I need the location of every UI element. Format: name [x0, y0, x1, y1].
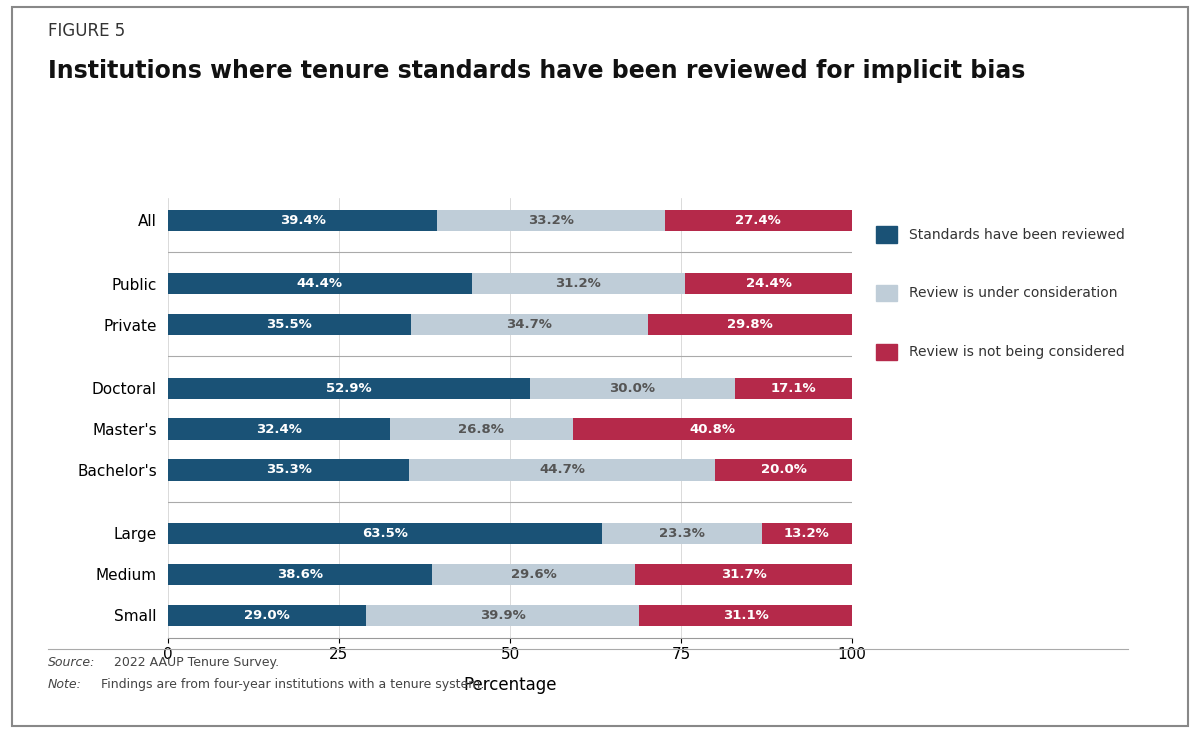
Text: 29.8%: 29.8%: [727, 318, 773, 331]
Bar: [366, 605, 640, 626]
Text: 2022 AAUP Tenure Survey.: 2022 AAUP Tenure Survey.: [114, 656, 280, 669]
Text: 13.2%: 13.2%: [784, 527, 829, 540]
Text: 30.0%: 30.0%: [610, 382, 655, 394]
Bar: [572, 419, 852, 440]
Bar: [472, 273, 685, 295]
Bar: [715, 460, 852, 481]
Bar: [168, 523, 602, 544]
Text: 44.7%: 44.7%: [539, 463, 586, 476]
Text: 26.8%: 26.8%: [458, 422, 504, 435]
Text: Note:: Note:: [48, 678, 82, 691]
Text: 17.1%: 17.1%: [770, 382, 816, 394]
Text: 34.7%: 34.7%: [506, 318, 552, 331]
Text: 27.4%: 27.4%: [736, 214, 781, 227]
Text: 23.3%: 23.3%: [659, 527, 704, 540]
Text: 33.2%: 33.2%: [528, 214, 574, 227]
Text: Review is under consideration: Review is under consideration: [910, 286, 1117, 301]
Bar: [390, 419, 572, 440]
Text: Review is not being considered: Review is not being considered: [910, 345, 1124, 359]
Text: 29.6%: 29.6%: [511, 568, 557, 581]
Bar: [635, 564, 852, 585]
Bar: [168, 564, 432, 585]
Text: 39.4%: 39.4%: [280, 214, 325, 227]
Text: 20.0%: 20.0%: [761, 463, 806, 476]
Bar: [410, 314, 648, 336]
Bar: [530, 377, 736, 399]
X-axis label: Percentage: Percentage: [463, 677, 557, 694]
Bar: [648, 314, 852, 336]
Text: 63.5%: 63.5%: [362, 527, 408, 540]
Text: 38.6%: 38.6%: [277, 568, 323, 581]
Text: 35.5%: 35.5%: [266, 318, 312, 331]
Text: 31.7%: 31.7%: [721, 568, 767, 581]
Text: 44.4%: 44.4%: [296, 277, 343, 290]
Bar: [168, 210, 438, 231]
Bar: [640, 605, 852, 626]
Bar: [736, 377, 852, 399]
Bar: [665, 210, 852, 231]
Text: FIGURE 5: FIGURE 5: [48, 22, 125, 40]
Bar: [168, 419, 390, 440]
Text: 31.1%: 31.1%: [722, 608, 768, 622]
Bar: [168, 460, 409, 481]
Bar: [432, 564, 635, 585]
Text: 40.8%: 40.8%: [690, 422, 736, 435]
Text: 29.0%: 29.0%: [245, 608, 290, 622]
Bar: [168, 314, 410, 336]
Text: 35.3%: 35.3%: [265, 463, 312, 476]
Text: Standards have been reviewed: Standards have been reviewed: [910, 227, 1124, 242]
Bar: [602, 523, 762, 544]
Text: 52.9%: 52.9%: [326, 382, 372, 394]
Bar: [168, 377, 530, 399]
Text: 31.2%: 31.2%: [556, 277, 601, 290]
Bar: [762, 523, 852, 544]
Text: 39.9%: 39.9%: [480, 608, 526, 622]
Bar: [409, 460, 715, 481]
Text: 32.4%: 32.4%: [256, 422, 301, 435]
Text: Institutions where tenure standards have been reviewed for implicit bias: Institutions where tenure standards have…: [48, 59, 1025, 83]
Bar: [438, 210, 665, 231]
Text: Findings are from four-year institutions with a tenure system.: Findings are from four-year institutions…: [101, 678, 484, 691]
Text: Source:: Source:: [48, 656, 95, 669]
Bar: [168, 273, 472, 295]
Text: 24.4%: 24.4%: [745, 277, 792, 290]
Bar: [685, 273, 852, 295]
Bar: [168, 605, 366, 626]
